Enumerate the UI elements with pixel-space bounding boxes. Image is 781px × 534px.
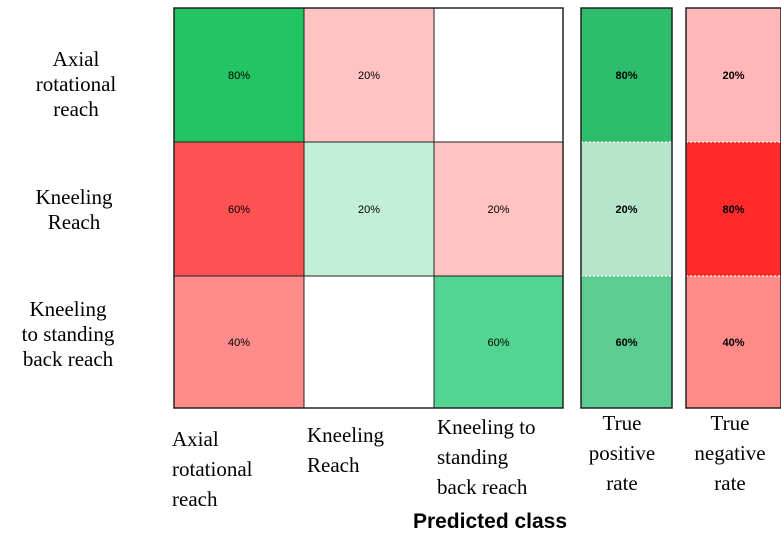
rate-cell bbox=[581, 142, 672, 276]
rate-column-label: True bbox=[711, 411, 750, 435]
matrix-cell bbox=[303, 7, 435, 143]
column-labels: Axial rotational reach Kneeling Reach Kneelin… bbox=[172, 411, 766, 511]
cell-value-label: 80% bbox=[228, 70, 250, 82]
row-label: Kneeling bbox=[36, 185, 113, 209]
row-label: reach bbox=[53, 97, 99, 121]
matrix-cell bbox=[433, 141, 564, 277]
rate-value-label: 20% bbox=[615, 204, 637, 216]
x-axis-label: Predicted class bbox=[413, 510, 567, 533]
rate-column-label: True bbox=[603, 411, 642, 435]
cell-value-label: 20% bbox=[358, 70, 380, 82]
matrix-cell bbox=[303, 141, 435, 277]
row-label: Reach bbox=[48, 210, 101, 234]
rate-column-label: rate bbox=[606, 471, 637, 495]
matrix-cell bbox=[303, 275, 435, 409]
rate-cell bbox=[581, 276, 672, 408]
rate-cell bbox=[686, 8, 781, 142]
row-labels: AxialrotationalreachKneelingReachKneelin… bbox=[22, 47, 117, 371]
cell-value-label: 40% bbox=[228, 337, 250, 349]
rate-columns: 80% 20% 60% 20% 80% 40% bbox=[580, 7, 781, 409]
matrix-cells: 80% 20% 60% 20% 20% 40% 60% bbox=[173, 7, 564, 409]
row-label: rotational bbox=[36, 72, 117, 96]
column-label: Kneeling bbox=[307, 423, 384, 447]
rate-value-label: 40% bbox=[722, 337, 744, 349]
rate-column-label: negative bbox=[694, 441, 765, 465]
rate-column-label: rate bbox=[714, 471, 745, 495]
rate-value-label: 20% bbox=[722, 70, 744, 82]
rate-column-border bbox=[685, 7, 781, 409]
matrix-cell bbox=[433, 7, 564, 143]
rate-value-label: 60% bbox=[615, 337, 637, 349]
column-label: standing bbox=[437, 445, 509, 469]
cell-value-label: 20% bbox=[487, 204, 509, 216]
column-label: back reach bbox=[437, 475, 528, 499]
column-label: rotational bbox=[172, 457, 253, 481]
column-label: Kneeling to bbox=[437, 415, 536, 439]
row-label: back reach bbox=[23, 347, 114, 371]
matrix-cell bbox=[173, 275, 305, 409]
matrix-cell bbox=[173, 141, 305, 277]
matrix-cell bbox=[173, 7, 305, 143]
cell-value-label: 60% bbox=[487, 337, 509, 349]
column-label: Axial bbox=[172, 427, 219, 451]
rate-cell bbox=[581, 8, 672, 142]
row-label: Kneeling bbox=[30, 297, 107, 321]
rate-cell bbox=[686, 276, 781, 408]
row-label: to standing bbox=[22, 322, 115, 346]
matrix-border bbox=[173, 7, 564, 409]
cell-value-label: 20% bbox=[358, 204, 380, 216]
rate-value-label: 80% bbox=[722, 204, 744, 216]
rate-column-label: positive bbox=[589, 441, 656, 465]
column-label: Reach bbox=[307, 453, 360, 477]
rate-value-label: 80% bbox=[615, 70, 637, 82]
rate-column-border bbox=[580, 7, 673, 409]
cell-value-label: 60% bbox=[228, 204, 250, 216]
row-label: Axial bbox=[53, 47, 100, 71]
column-label: reach bbox=[172, 487, 218, 511]
rate-cell bbox=[686, 142, 781, 276]
